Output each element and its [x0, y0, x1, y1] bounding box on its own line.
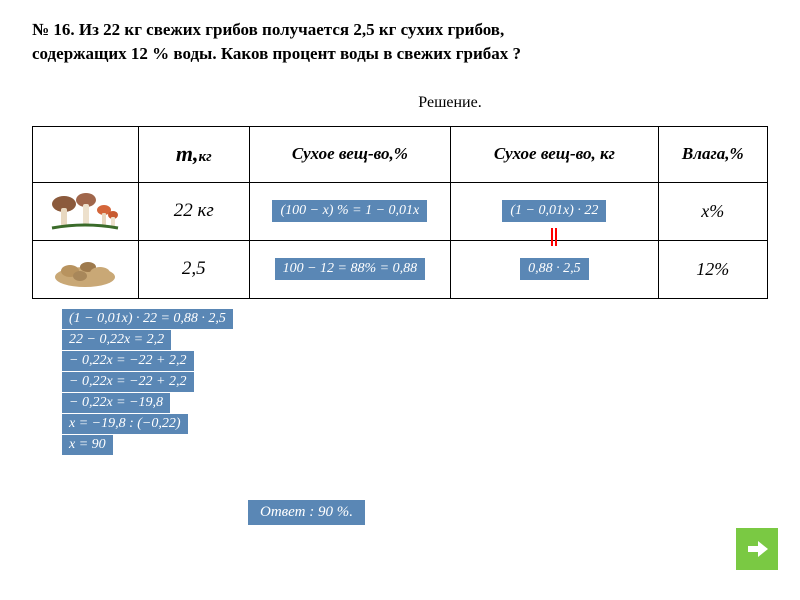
header-moisture: Влага,% — [658, 126, 767, 182]
fresh-dry-pct: (100 − x) % = 1 − 0,01x — [249, 182, 451, 240]
step-3: − 0,22x = −22 + 2,2 — [62, 351, 194, 371]
step-1: (1 − 0,01x) · 22 = 0,88 · 2,5 — [62, 309, 233, 329]
solution-table: m,кг Сухое вещ-во,% Сухое вещ-во, кг Вла… — [32, 126, 768, 299]
mass-m: m, — [176, 141, 199, 166]
answer-box: Ответ : 90 %. — [248, 500, 365, 525]
equals-marker — [550, 228, 558, 251]
step-4: − 0,22x = −22 + 2,2 — [62, 372, 194, 392]
dried-mushroom-icon — [33, 240, 139, 298]
fresh-moisture: x% — [658, 182, 767, 240]
problem-number: № 16. — [32, 20, 75, 39]
dried-mass: 2,5 — [138, 240, 249, 298]
mass-kg: кг — [199, 149, 212, 165]
arrow-right-icon — [744, 536, 770, 562]
fresh-dry-kg: (1 − 0,01x) · 22 — [451, 182, 658, 240]
header-dry-pct: Сухое вещ-во,% — [249, 126, 451, 182]
solution-label: Решение. — [132, 94, 768, 112]
header-mass: m,кг — [138, 126, 249, 182]
header-icon-cell — [33, 126, 139, 182]
formula-fresh-dry-kg: (1 − 0,01x) · 22 — [502, 200, 606, 222]
problem-line1: Из 22 кг свежих грибов получается 2,5 кг… — [79, 20, 504, 39]
problem-line2: содержащих 12 % воды. Каков процент воды… — [32, 44, 521, 63]
next-button[interactable] — [736, 528, 778, 570]
formula-dried-dry-kg: 0,88 · 2,5 — [520, 258, 589, 280]
table-header-row: m,кг Сухое вещ-во,% Сухое вещ-во, кг Вла… — [33, 126, 768, 182]
step-7: x = 90 — [62, 435, 113, 455]
dried-moisture: 12% — [658, 240, 767, 298]
dried-dry-pct: 100 − 12 = 88% = 0,88 — [249, 240, 451, 298]
table-row-dried: 2,5 100 − 12 = 88% = 0,88 0,88 · 2,5 12% — [33, 240, 768, 298]
step-2: 22 − 0,22x = 2,2 — [62, 330, 171, 350]
step-5: − 0,22x = −19,8 — [62, 393, 170, 413]
problem-statement: № 16. Из 22 кг свежих грибов получается … — [32, 18, 768, 66]
fresh-mass: 22 кг — [138, 182, 249, 240]
formula-dried-dry-pct: 100 − 12 = 88% = 0,88 — [275, 258, 426, 280]
table-row-fresh: 22 кг (100 − x) % = 1 − 0,01x (1 − 0,01x… — [33, 182, 768, 240]
header-dry-kg: Сухое вещ-во, кг — [451, 126, 658, 182]
solution-steps: (1 − 0,01x) · 22 = 0,88 · 2,5 22 − 0,22x… — [62, 309, 768, 455]
step-6: x = −19,8 : (−0,22) — [62, 414, 188, 434]
formula-fresh-dry-pct: (100 − x) % = 1 − 0,01x — [272, 200, 427, 222]
answer-text: Ответ : 90 %. — [248, 500, 365, 525]
fresh-mushroom-icon — [33, 182, 139, 240]
